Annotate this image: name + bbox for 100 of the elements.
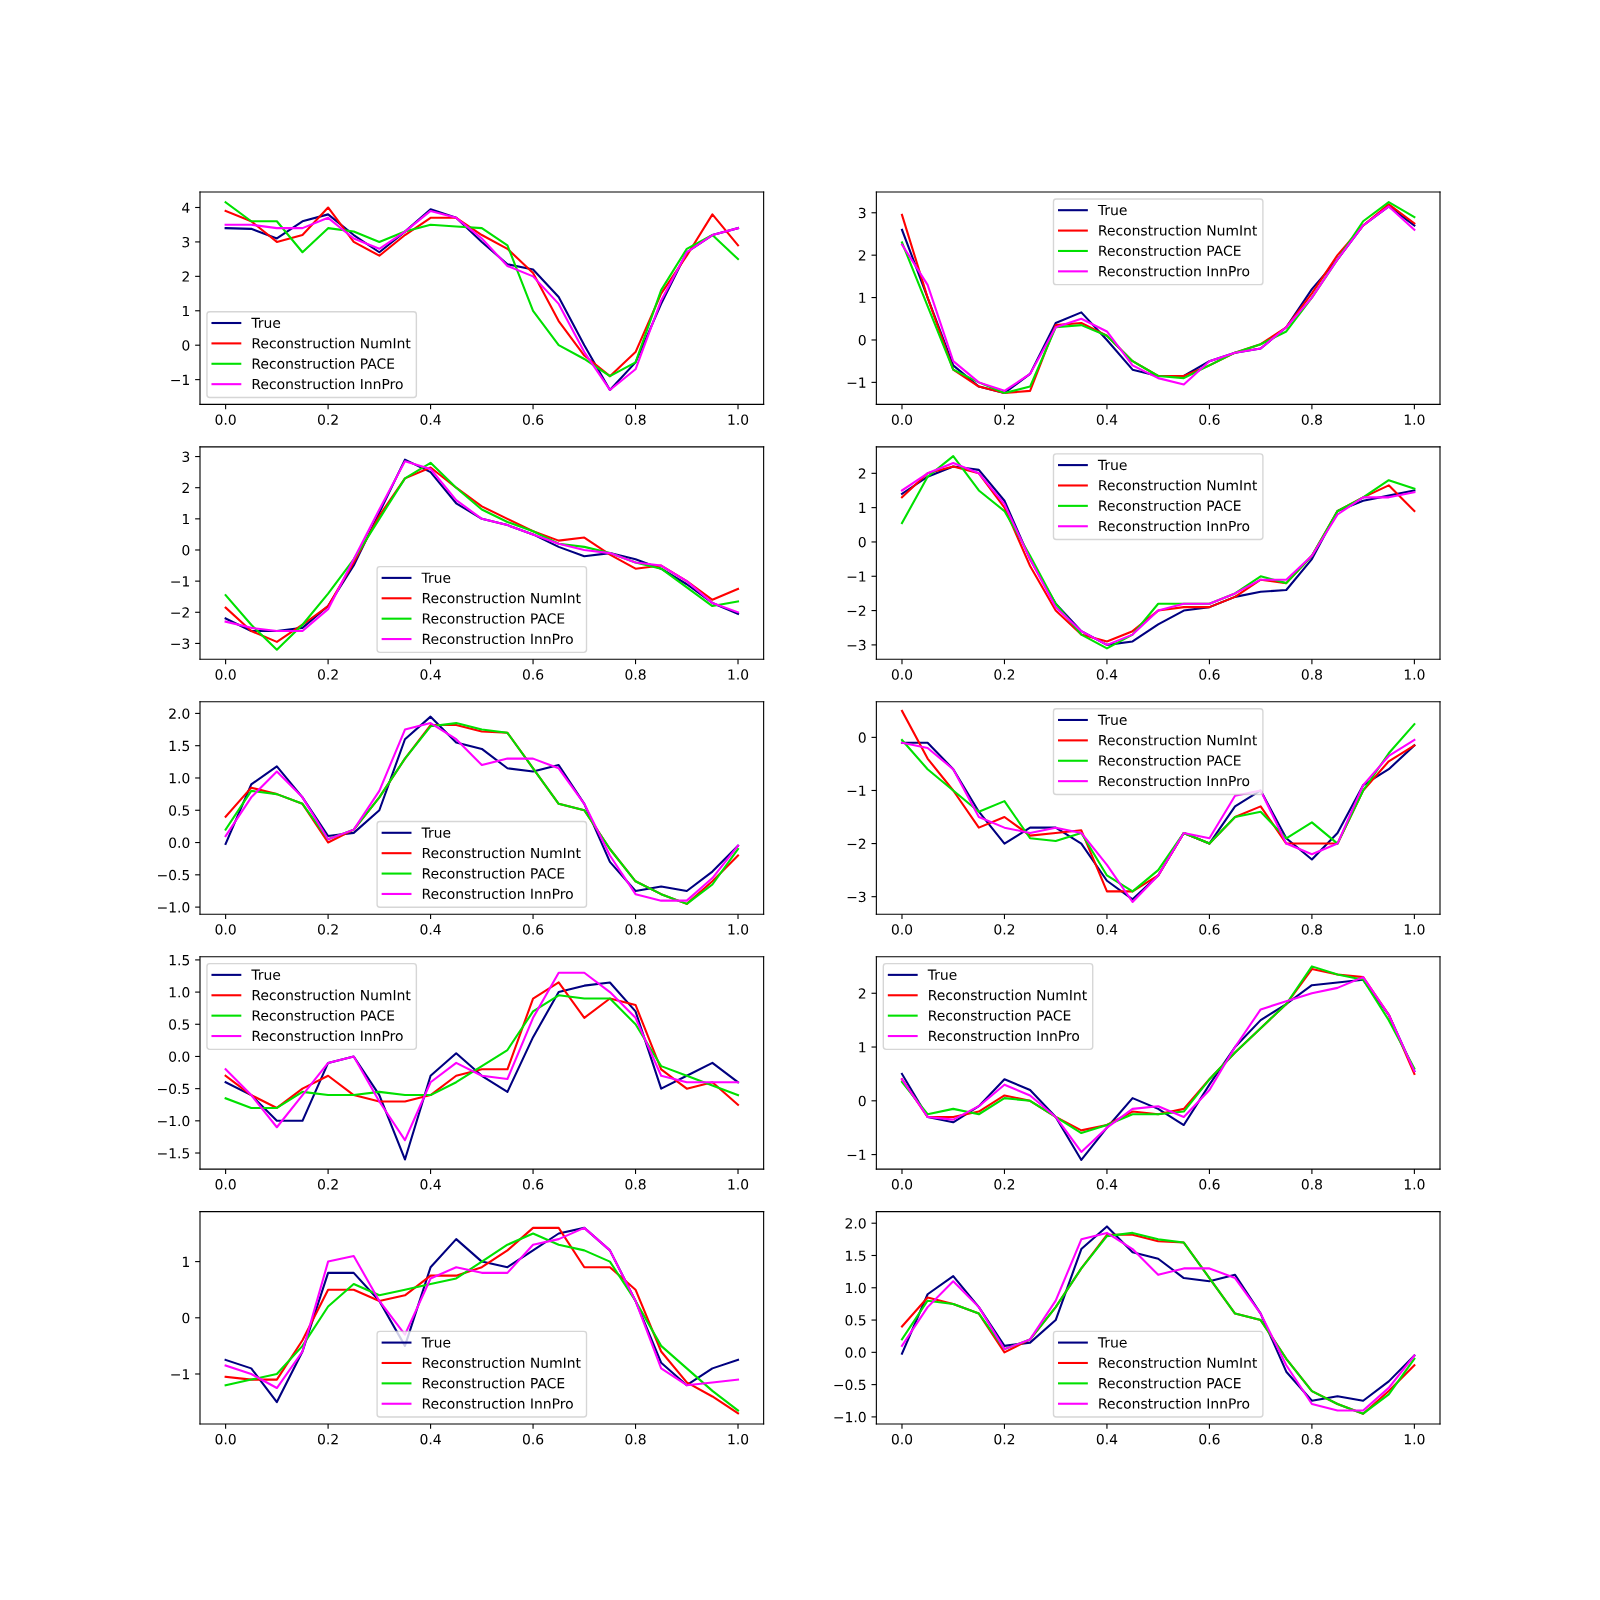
y-tick-label: −2 (171, 607, 189, 618)
y-tick-label: 0 (182, 544, 190, 556)
y-tick-label: 2 (858, 468, 866, 479)
y-tick-label: −0.5 (158, 1083, 190, 1095)
legend-label: Reconstruction InnPro (422, 888, 573, 900)
x-tick-label: 0.0 (215, 1179, 236, 1190)
y-tick-label: 0 (858, 334, 866, 346)
x-tick-label: 0.8 (625, 1179, 646, 1190)
x-tick-label: 0.6 (522, 414, 544, 425)
legend-label: Reconstruction InnPro (422, 1398, 573, 1409)
legend-label: Reconstruction PACE (1099, 755, 1241, 766)
y-tick-label: −3 (171, 638, 190, 649)
legend-label: True (421, 572, 451, 583)
x-tick-label: 0.4 (420, 669, 441, 680)
x-tick-label: 0.4 (420, 1433, 441, 1445)
legend-label: Reconstruction NumInt (1099, 224, 1258, 236)
legend-label: True (421, 1337, 451, 1348)
legend-label: Reconstruction PACE (422, 612, 565, 624)
x-tick-label: 0.4 (420, 1179, 441, 1190)
y-tick-label: 1.0 (169, 987, 190, 998)
x-tick-label: 0.6 (1199, 924, 1220, 935)
y-tick-label: 0.5 (169, 805, 190, 816)
y-tick-label: 1 (182, 1256, 189, 1267)
x-tick-label: 0.8 (1301, 414, 1322, 425)
x-tick-label: 1.0 (728, 924, 749, 935)
x-tick-label: 0.8 (625, 1433, 646, 1445)
x-tick-label: 0.4 (1096, 414, 1118, 425)
legend-label: Reconstruction NumInt (422, 592, 581, 604)
x-tick-label: 0.8 (1301, 1433, 1322, 1445)
y-tick-label: 0.5 (845, 1315, 866, 1326)
y-tick-label: −0.5 (158, 869, 190, 881)
x-tick-label: 0.6 (1199, 414, 1220, 425)
legend-label: True (1097, 204, 1127, 216)
y-tick-label: 0.0 (169, 837, 190, 849)
y-tick-label: −3 (847, 891, 866, 903)
y-tick-label: −1.0 (158, 902, 190, 913)
x-tick-label: 0.2 (317, 1433, 338, 1445)
x-tick-label: 0.0 (891, 924, 913, 935)
y-tick-label: 1 (859, 1042, 866, 1053)
y-tick-label: −1 (847, 1149, 866, 1160)
x-tick-label: 1.0 (728, 669, 749, 680)
y-tick-label: −0.5 (834, 1379, 866, 1391)
y-tick-label: 1 (859, 502, 866, 513)
y-tick-label: −2 (847, 605, 866, 616)
y-tick-label: 0.0 (845, 1347, 866, 1358)
y-tick-label: −1.0 (834, 1411, 866, 1423)
y-tick-label: −1.5 (158, 1148, 190, 1159)
y-tick-label: −1.0 (158, 1115, 190, 1127)
legend-label: Reconstruction PACE (252, 358, 395, 369)
x-tick-label: 0.2 (317, 414, 338, 425)
x-tick-label: 0.0 (215, 924, 236, 935)
y-tick-label: 1 (859, 292, 866, 303)
y-tick-label: −1 (847, 785, 866, 796)
y-tick-label: 1 (182, 305, 189, 317)
legend-label: Reconstruction PACE (1099, 1377, 1241, 1389)
y-tick-label: 0.5 (169, 1019, 190, 1030)
legend-label: Reconstruction NumInt (252, 337, 411, 349)
y-tick-label: 0 (182, 1312, 190, 1324)
y-tick-label: 1.5 (846, 1250, 866, 1261)
x-tick-label: 1.0 (1404, 669, 1425, 680)
y-tick-label: 0.0 (169, 1051, 190, 1062)
y-tick-label: 0 (858, 536, 866, 548)
y-tick-label: −3 (847, 639, 866, 651)
y-tick-label: 1.5 (169, 955, 190, 966)
x-tick-label: 0.8 (625, 414, 646, 425)
y-tick-label: 1.0 (846, 1282, 866, 1294)
legend-label: Reconstruction PACE (422, 867, 565, 879)
y-tick-label: 1.5 (169, 740, 190, 752)
x-tick-label: 0.8 (1301, 669, 1322, 680)
legend-label: Reconstruction NumInt (1099, 479, 1258, 491)
y-tick-label: 0 (858, 1095, 866, 1107)
y-tick-label: 2 (858, 988, 866, 999)
legend-label: True (251, 969, 281, 980)
legend-label: Reconstruction InnPro (929, 1030, 1080, 1042)
x-tick-label: 1.0 (1404, 924, 1425, 935)
y-tick-label: 2.0 (845, 1218, 866, 1229)
y-tick-label: 3 (182, 451, 190, 463)
legend-label: Reconstruction InnPro (252, 1030, 403, 1042)
x-tick-label: 0.6 (1199, 1433, 1220, 1445)
x-tick-label: 0.4 (1096, 669, 1118, 680)
y-tick-label: 3 (182, 236, 190, 248)
x-tick-label: 1.0 (728, 414, 749, 425)
legend-label: Reconstruction InnPro (1099, 520, 1250, 532)
x-tick-label: 0.8 (625, 924, 646, 935)
legend-label: Reconstruction NumInt (1099, 1357, 1258, 1369)
y-tick-label: 3 (858, 207, 866, 219)
x-tick-label: 0.2 (317, 669, 338, 680)
legend-label: True (1097, 714, 1127, 726)
legend-label: Reconstruction InnPro (1099, 775, 1250, 787)
legend-label: Reconstruction NumInt (422, 1357, 581, 1369)
legend-label: True (1097, 1337, 1127, 1348)
legend-label: Reconstruction InnPro (252, 378, 403, 390)
legend-label: Reconstruction InnPro (1099, 265, 1250, 277)
legend-label: True (251, 317, 281, 329)
y-tick-label: −1 (171, 576, 189, 587)
x-tick-label: 0.8 (1301, 924, 1322, 935)
x-tick-label: 0.2 (994, 669, 1015, 680)
legend-label: Reconstruction NumInt (252, 989, 411, 1001)
x-tick-label: 1.0 (1404, 1433, 1425, 1445)
x-tick-label: 0.0 (891, 1179, 913, 1190)
